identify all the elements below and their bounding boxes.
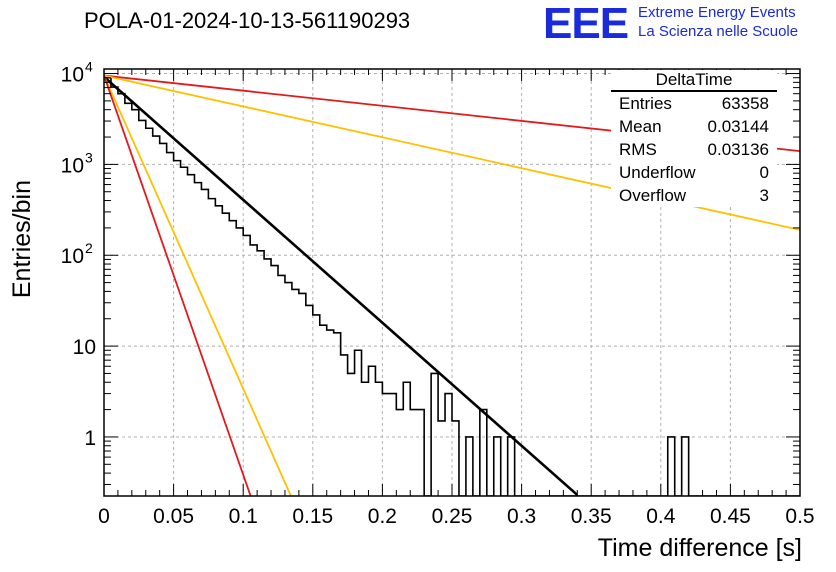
x-tick-label: 0.25: [432, 505, 473, 528]
stats-value: 0: [759, 163, 769, 182]
x-tick-label: 0.5: [785, 505, 814, 528]
x-tick-label: 0.15: [292, 505, 333, 528]
y-tick-exponent: 3: [85, 149, 93, 165]
x-tick-label: 0.3: [507, 505, 536, 528]
y-tick-label: 10: [73, 336, 96, 359]
stats-label: Entries: [619, 94, 672, 113]
stats-row-mean: Mean 0.03144: [611, 115, 777, 138]
logo-line-1: Extreme Energy Events: [638, 4, 796, 21]
x-axis-label: Time difference [s]: [597, 534, 802, 562]
y-tick-label: 10: [61, 245, 84, 268]
stats-value: 63358: [721, 94, 769, 113]
y-axis-label: Entries/bin: [8, 180, 36, 299]
chart-title: POLA-01-2024-10-13-561190293: [84, 8, 411, 33]
x-tick-label: 0.1: [229, 505, 258, 528]
stats-value: 3: [759, 186, 769, 205]
stats-row-rms: RMS 0.03136: [611, 138, 777, 161]
stats-label: Overflow: [619, 186, 687, 205]
logo-line-2: La Scienza nelle Scuole: [638, 23, 799, 40]
y-tick-label: 10: [61, 64, 84, 87]
x-tick-label: 0.45: [710, 505, 751, 528]
stats-row-entries: Entries 63358: [611, 92, 777, 115]
histogram-series: [104, 76, 800, 496]
x-tick-label: 0.35: [571, 505, 612, 528]
stats-row-overflow: Overflow 3: [611, 184, 777, 207]
stats-label: Mean: [619, 117, 662, 136]
stats-box: DeltaTime Entries 63358 Mean 0.03144 RMS…: [611, 70, 777, 207]
y-tick-exponent: 2: [85, 240, 93, 256]
x-tick-label: 0.4: [646, 505, 676, 528]
stats-value: 0.03144: [707, 117, 769, 136]
stats-row-underflow: Underflow 0: [611, 161, 777, 184]
y-tick-exponent: 4: [85, 59, 93, 75]
eee-logo: EEE: [543, 0, 629, 48]
series-line-0: [104, 75, 579, 496]
series-line-4: [104, 75, 252, 496]
stats-title: DeltaTime: [611, 70, 777, 92]
y-tick-label: 1: [84, 427, 96, 450]
stats-label: Underflow: [619, 163, 696, 182]
stats-label: RMS: [619, 140, 657, 159]
x-tick-label: 0.05: [153, 505, 194, 528]
x-tick-label: 0.2: [368, 505, 397, 528]
logo-caption: Extreme Energy Events La Scienza nelle S…: [638, 3, 798, 41]
stats-value: 0.03136: [707, 140, 769, 159]
series-line-3: [104, 75, 292, 496]
y-tick-label: 10: [61, 154, 84, 177]
x-tick-label: 0: [98, 505, 110, 528]
